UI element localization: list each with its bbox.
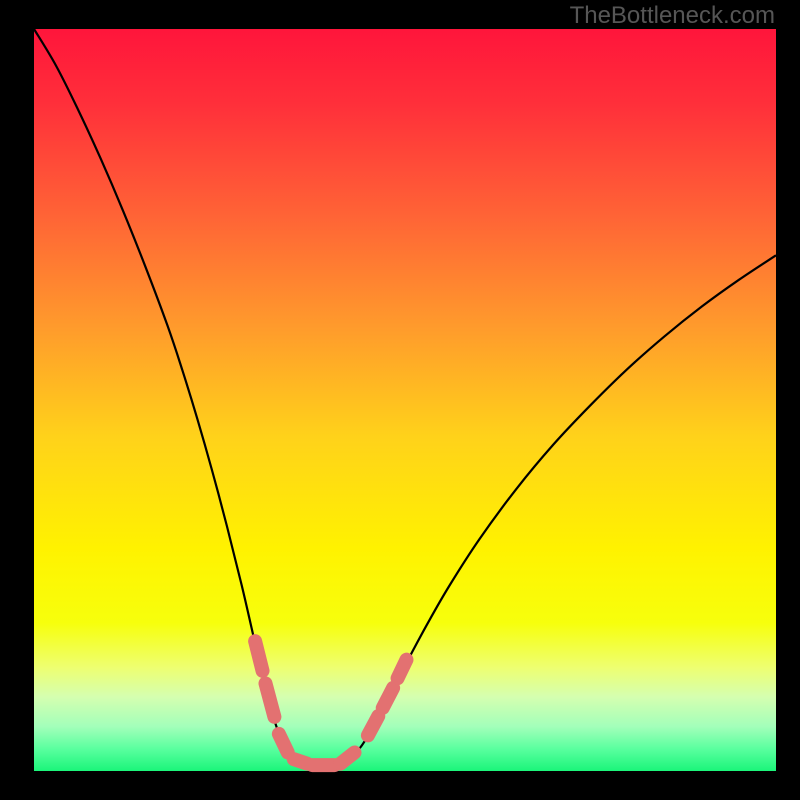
highlight-segment xyxy=(368,716,378,735)
watermark-text: TheBottleneck.com xyxy=(570,2,775,30)
highlight-segment xyxy=(255,641,262,671)
highlight-segment xyxy=(279,734,288,753)
highlight-segment xyxy=(266,683,275,716)
highlight-segment xyxy=(383,688,393,708)
highlight-segment xyxy=(294,759,307,763)
chart-svg xyxy=(0,0,800,800)
highlight-segment xyxy=(398,660,407,679)
highlight-segment xyxy=(340,752,354,763)
